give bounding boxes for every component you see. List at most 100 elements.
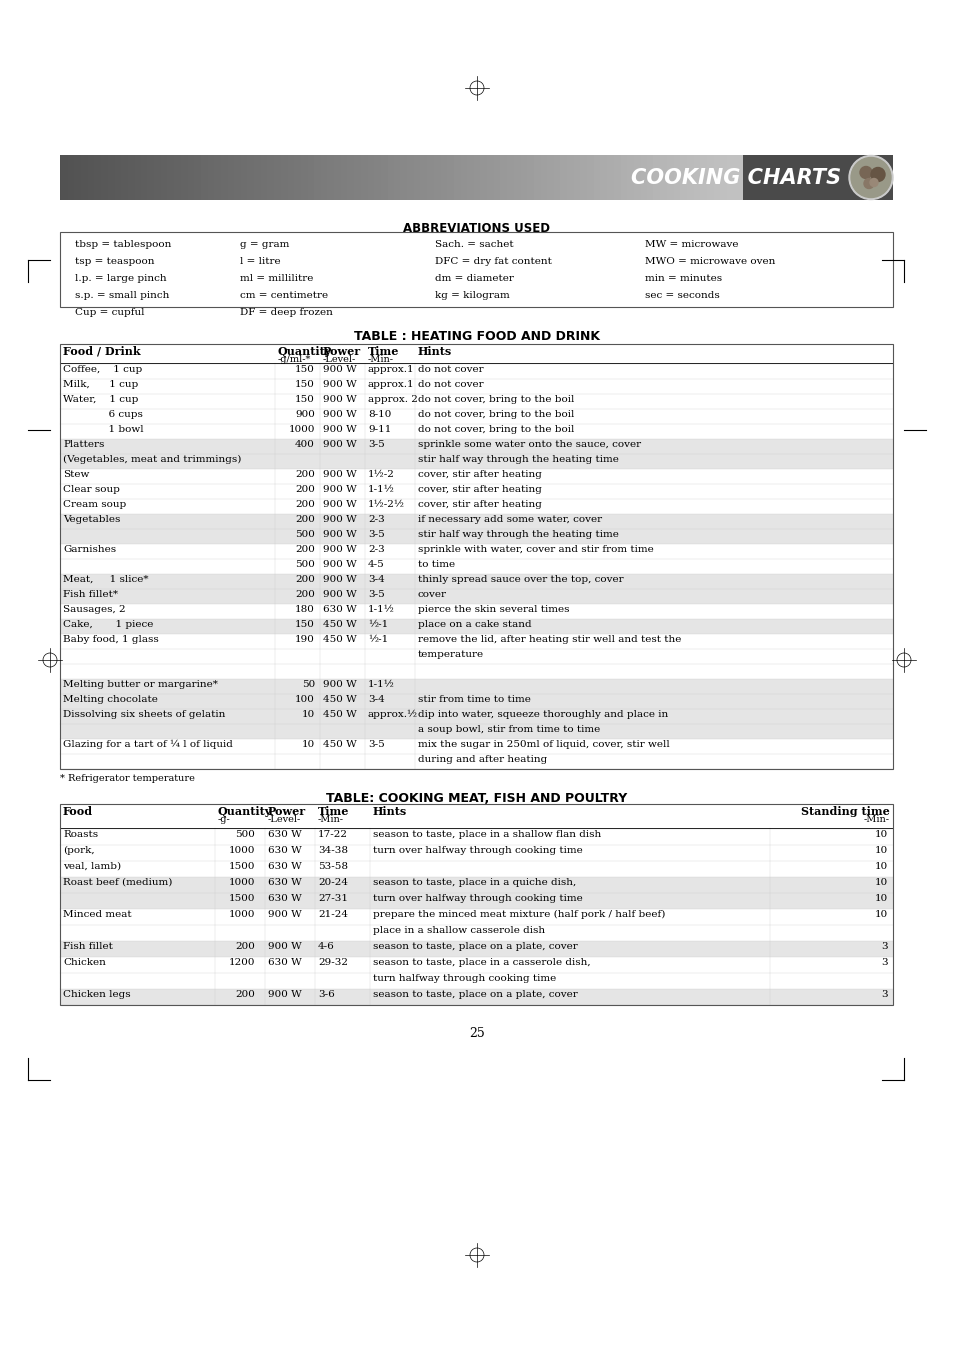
Text: 200: 200 (294, 515, 314, 524)
Text: pierce the skin several times: pierce the skin several times (417, 605, 569, 613)
Bar (60, 232, 892, 307)
Text: 25: 25 (469, 1027, 484, 1040)
Text: ml = millilitre: ml = millilitre (240, 274, 313, 282)
Text: 200: 200 (294, 500, 314, 509)
Text: do not cover: do not cover (417, 380, 483, 389)
Bar (60, 973, 892, 989)
Text: sec = seconds: sec = seconds (644, 290, 719, 300)
Text: 630 W: 630 W (268, 862, 301, 871)
Text: Hints: Hints (417, 346, 452, 357)
Text: place on a cake stand: place on a cake stand (417, 620, 531, 630)
Text: 630 W: 630 W (268, 894, 301, 902)
Text: 3: 3 (881, 990, 887, 998)
Text: -Min-: -Min- (317, 815, 344, 824)
Text: -Level-: -Level- (268, 815, 301, 824)
Text: 27-31: 27-31 (317, 894, 348, 902)
Text: s.p. = small pinch: s.p. = small pinch (75, 290, 170, 300)
Text: Stew: Stew (63, 470, 90, 480)
Bar (60, 861, 892, 877)
Text: 630 W: 630 W (268, 830, 301, 839)
Text: 400: 400 (294, 440, 314, 449)
Text: 2-3: 2-3 (368, 515, 384, 524)
Text: approx.½: approx.½ (368, 711, 417, 719)
Text: Meat,     1 slice*: Meat, 1 slice* (63, 576, 149, 584)
Text: l.p. = large pinch: l.p. = large pinch (75, 274, 167, 282)
Bar (60, 893, 892, 909)
Text: 900 W: 900 W (323, 380, 356, 389)
Bar (60, 499, 892, 513)
Text: Cup = cupful: Cup = cupful (75, 308, 144, 317)
Text: TABLE: COOKING MEAT, FISH AND POULTRY: TABLE: COOKING MEAT, FISH AND POULTRY (326, 792, 627, 805)
Text: 50: 50 (301, 680, 314, 689)
Text: 4-6: 4-6 (317, 942, 335, 951)
Text: sprinkle some water onto the sauce, cover: sprinkle some water onto the sauce, cove… (417, 440, 640, 449)
Text: Garnishes: Garnishes (63, 544, 116, 554)
Text: 450 W: 450 W (323, 694, 356, 704)
Text: 1500: 1500 (229, 862, 254, 871)
Text: Food / Drink: Food / Drink (63, 346, 140, 357)
Text: Dissolving six sheets of gelatin: Dissolving six sheets of gelatin (63, 711, 225, 719)
Text: Milk,      1 cup: Milk, 1 cup (63, 380, 138, 389)
Text: -g/ml-*: -g/ml-* (277, 355, 311, 363)
Bar (60, 877, 892, 893)
Text: 10: 10 (874, 830, 887, 839)
Bar (60, 409, 892, 424)
Text: temperature: temperature (417, 650, 483, 659)
Text: cover, stir after heating: cover, stir after heating (417, 470, 541, 480)
Text: 53-58: 53-58 (317, 862, 348, 871)
Text: 150: 150 (294, 394, 314, 404)
Text: -Min-: -Min- (863, 815, 889, 824)
Text: place in a shallow casserole dish: place in a shallow casserole dish (373, 925, 544, 935)
Text: Standing time: Standing time (801, 807, 889, 817)
Text: Platters: Platters (63, 440, 104, 449)
Text: 450 W: 450 W (323, 711, 356, 719)
Text: do not cover: do not cover (417, 365, 483, 374)
Text: Fish fillet: Fish fillet (63, 942, 112, 951)
Circle shape (859, 166, 871, 178)
Text: 200: 200 (294, 485, 314, 494)
Bar (60, 739, 892, 754)
Bar (60, 634, 892, 648)
Text: 3-5: 3-5 (368, 590, 384, 598)
Text: season to taste, place in a casserole dish,: season to taste, place in a casserole di… (373, 958, 590, 967)
Text: Melting butter or margarine*: Melting butter or margarine* (63, 680, 217, 689)
Text: Cream soup: Cream soup (63, 500, 126, 509)
Text: ½-1: ½-1 (368, 635, 388, 644)
Bar (60, 559, 892, 574)
Text: 10: 10 (874, 894, 887, 902)
Text: 1 bowl: 1 bowl (63, 426, 144, 434)
Text: cm = centimetre: cm = centimetre (240, 290, 328, 300)
Text: Clear soup: Clear soup (63, 485, 120, 494)
Text: Coffee,    1 cup: Coffee, 1 cup (63, 365, 142, 374)
Text: 900 W: 900 W (268, 990, 301, 998)
Text: Minced meat: Minced meat (63, 911, 132, 919)
Text: dm = diameter: dm = diameter (435, 274, 514, 282)
Text: 3-6: 3-6 (317, 990, 335, 998)
Text: -Level-: -Level- (323, 355, 355, 363)
Text: 6 cups: 6 cups (63, 409, 143, 419)
Text: thinly spread sauce over the top, cover: thinly spread sauce over the top, cover (417, 576, 623, 584)
Text: 1000: 1000 (288, 426, 314, 434)
Text: season to taste, place on a plate, cover: season to taste, place on a plate, cover (373, 990, 578, 998)
Text: stir from time to time: stir from time to time (417, 694, 530, 704)
Text: Chicken legs: Chicken legs (63, 990, 131, 998)
Bar (60, 439, 892, 454)
Text: Time: Time (368, 346, 399, 357)
Text: 630 W: 630 W (323, 605, 356, 613)
Text: 900 W: 900 W (323, 576, 356, 584)
Bar (60, 957, 892, 973)
Text: 630 W: 630 W (268, 846, 301, 855)
Text: stir half way through the heating time: stir half way through the heating time (417, 530, 618, 539)
Bar (60, 804, 892, 1005)
Text: 1-1½: 1-1½ (368, 485, 395, 494)
Text: 4-5: 4-5 (368, 561, 384, 569)
Bar (60, 345, 892, 769)
Text: Quantity: Quantity (277, 346, 332, 357)
Text: 1-1½: 1-1½ (368, 680, 395, 689)
Bar (60, 604, 892, 619)
Text: 900 W: 900 W (323, 394, 356, 404)
Text: -g-: -g- (218, 815, 231, 824)
Bar (60, 648, 892, 663)
Text: cover: cover (417, 590, 447, 598)
Bar (60, 424, 892, 439)
